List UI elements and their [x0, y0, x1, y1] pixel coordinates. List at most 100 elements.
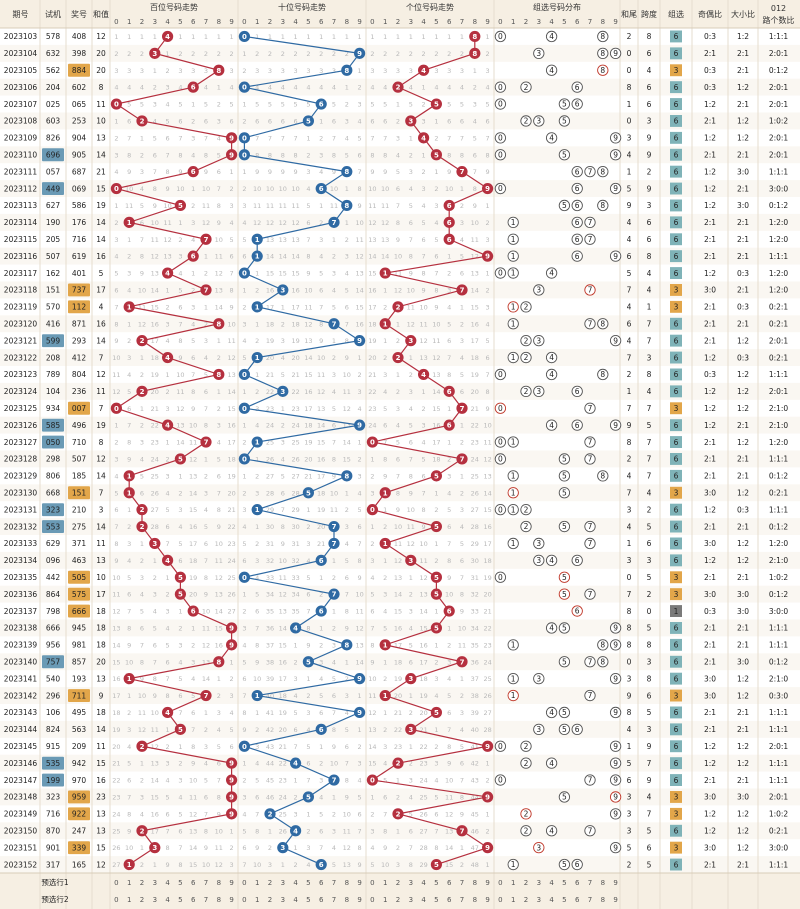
omission-value: 16 [368, 286, 376, 294]
trend-ball-digit: 6 [319, 861, 324, 869]
omission-value: 5 [230, 726, 234, 734]
omission-value: 7 [460, 777, 464, 785]
trend-ball-digit: 3 [280, 388, 285, 396]
footer-digit: 1 [511, 896, 515, 904]
tail-cell: 7 [627, 488, 632, 497]
omission-value: 28 [266, 489, 274, 497]
omission-value: 10 [125, 185, 133, 193]
omission-value: 23 [394, 743, 402, 751]
omission-value: 1 [166, 50, 170, 58]
omission-value: 3 [306, 844, 310, 852]
omission-value: 2 [204, 320, 208, 328]
omission-value: 11 [125, 202, 133, 210]
tail-cell: 4 [627, 235, 632, 244]
omission-value: 1 [178, 472, 182, 480]
omission-value: 1 [358, 692, 362, 700]
trend-ball-digit: 5 [306, 793, 311, 801]
omission-value: 5 [358, 506, 362, 514]
trend-ball [226, 132, 238, 144]
omission-value: 6 [332, 117, 336, 125]
trend-ball-digit: 8 [344, 202, 349, 210]
omission-value: 5 [127, 574, 131, 582]
trend-ball [328, 588, 340, 600]
trend-ball-digit: 6 [447, 219, 452, 227]
trend-ball [162, 30, 174, 43]
omission-value: 3 [140, 439, 144, 447]
prize-cell: 165 [72, 860, 87, 869]
omission-value: 14 [189, 489, 197, 497]
route-cell: 1:1:1 [769, 455, 789, 464]
omission-value: 1 [422, 33, 426, 41]
footer-digit: 9 [613, 879, 617, 887]
omission-value: 14 [279, 624, 287, 632]
omission-value: 2 [383, 354, 387, 362]
oddeven-cell: 0:3 [704, 370, 716, 379]
omission-value: 3 [447, 472, 451, 480]
group-badge [670, 740, 682, 753]
omission-value: 8 [306, 253, 310, 261]
group-dist-mark [584, 216, 596, 229]
sum-cell: 20 [96, 657, 106, 666]
omission-value: 9 [281, 540, 285, 548]
footer-digit: 2 [268, 879, 272, 887]
bigsmall-cell: 2:1 [737, 725, 749, 734]
omission-value: 27 [291, 472, 299, 480]
header-units: 个位号码走势 [406, 2, 454, 12]
bigsmall-cell: 2:1 [737, 624, 749, 633]
trend-ball [328, 318, 340, 330]
omission-value: 5 [383, 777, 387, 785]
omission-value: 11 [189, 793, 197, 801]
route-cell: 2:1:0 [769, 404, 789, 413]
omission-value: 12 [279, 219, 287, 227]
trend-ball [315, 723, 327, 735]
omission-value: 4 [306, 185, 310, 193]
tail-cell: 4 [627, 336, 632, 345]
omission-value: 1 [281, 303, 285, 311]
span-cell: 7 [647, 319, 652, 328]
omission-value: 1 [345, 33, 349, 41]
omission-value: 3 [460, 219, 464, 227]
trend-ball-digit: 1 [127, 489, 132, 497]
omission-value: 1 [383, 658, 387, 666]
omission-value: 2 [178, 760, 182, 768]
header-digit: 0 [242, 18, 246, 26]
omission-value: 11 [215, 253, 223, 261]
group-cell: 6 [674, 218, 679, 227]
group-dist-digit: 0 [498, 370, 503, 379]
omission-value: 23 [112, 793, 120, 801]
omission-value: 8 [447, 743, 451, 751]
omission-value: 9 [306, 270, 310, 278]
omission-value: 4 [268, 84, 272, 92]
omission-value: 1 [268, 33, 272, 41]
omission-value: 8 [460, 591, 464, 599]
omission-value: 1 [294, 777, 298, 785]
span-cell: 6 [647, 539, 652, 548]
omission-value: 8 [460, 151, 464, 159]
group-dist-digit: 0 [498, 404, 503, 413]
prize-badge [68, 570, 90, 584]
omission-value: 11 [253, 202, 261, 210]
omission-value: 6 [396, 455, 400, 463]
tail-cell: 4 [627, 725, 632, 734]
group-dist-digit: 7 [588, 167, 593, 176]
omission-value: 8 [396, 489, 400, 497]
omission-value: 6 [486, 117, 490, 125]
omission-value: 3 [294, 67, 298, 75]
group-dist-digit: 6 [575, 235, 580, 244]
omission-value: 2 [230, 675, 234, 683]
group-dist-mark [597, 470, 609, 482]
trend-ball-digit: 9 [357, 675, 362, 683]
span-cell: 3 [647, 657, 652, 666]
row-shade [0, 585, 800, 603]
trend-ball [302, 656, 314, 668]
omission-value: 5 [166, 117, 170, 125]
omission-value: 8 [409, 861, 413, 869]
period-cell: 2023106 [4, 83, 38, 92]
omission-value: 5 [370, 861, 374, 869]
omission-value: 1 [306, 134, 310, 142]
trend-ball-digit: 7 [460, 455, 465, 463]
omission-value: 37 [266, 641, 274, 649]
tail-cell: 1 [627, 539, 632, 548]
omission-value: 4 [191, 236, 195, 244]
trend-ball [392, 757, 404, 769]
